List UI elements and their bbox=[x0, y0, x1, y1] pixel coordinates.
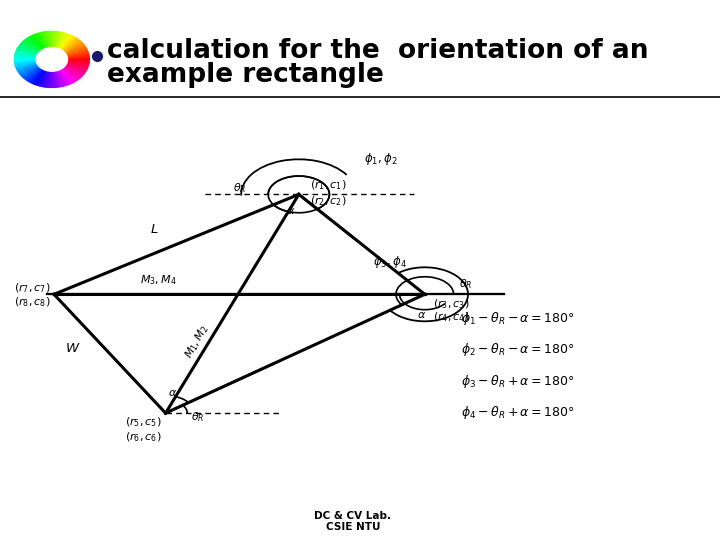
Text: $\alpha$: $\alpha$ bbox=[286, 206, 295, 217]
Text: $(r_6, c_6)$: $(r_6, c_6)$ bbox=[125, 430, 162, 444]
Text: $(r_2, c_2)$: $(r_2, c_2)$ bbox=[310, 194, 346, 208]
Text: $\phi_3 - \theta_R + \alpha = 180°$: $\phi_3 - \theta_R + \alpha = 180°$ bbox=[461, 373, 575, 390]
Text: $\phi_2 - \theta_R - \alpha = 180°$: $\phi_2 - \theta_R - \alpha = 180°$ bbox=[461, 341, 575, 359]
Text: $(r_1, c_1)$: $(r_1, c_1)$ bbox=[310, 178, 346, 192]
Circle shape bbox=[36, 48, 68, 71]
Text: example rectangle: example rectangle bbox=[107, 62, 384, 88]
Text: $\theta_R$: $\theta_R$ bbox=[459, 278, 473, 292]
Text: $(r_4, c_4)$: $(r_4, c_4)$ bbox=[433, 310, 470, 324]
Text: $\phi_1,\phi_2$: $\phi_1,\phi_2$ bbox=[364, 151, 397, 167]
Text: CSIE NTU: CSIE NTU bbox=[325, 522, 380, 531]
Text: $\alpha$: $\alpha$ bbox=[417, 310, 426, 321]
Text: $(r_5, c_5)$: $(r_5, c_5)$ bbox=[125, 416, 162, 429]
Text: $\alpha$: $\alpha$ bbox=[168, 388, 177, 398]
Text: $W$: $W$ bbox=[66, 342, 81, 355]
Text: $\phi_1 - \theta_R - \alpha = 180°$: $\phi_1 - \theta_R - \alpha = 180°$ bbox=[461, 310, 575, 327]
Text: $L$: $L$ bbox=[150, 223, 158, 237]
Text: $(r_8, c_8)$: $(r_8, c_8)$ bbox=[14, 295, 50, 309]
Text: $M_1, M_2$: $M_1, M_2$ bbox=[181, 323, 212, 361]
Text: $\theta_R$: $\theta_R$ bbox=[191, 410, 204, 424]
Text: $(r_3, c_3)$: $(r_3, c_3)$ bbox=[433, 297, 470, 310]
Text: $\theta_R$: $\theta_R$ bbox=[233, 181, 247, 195]
Text: $(r_7, c_7)$: $(r_7, c_7)$ bbox=[14, 281, 50, 295]
Text: calculation for the  orientation of an: calculation for the orientation of an bbox=[107, 38, 648, 64]
Text: $\phi_3,\phi_4$: $\phi_3,\phi_4$ bbox=[373, 254, 407, 270]
Text: DC & CV Lab.: DC & CV Lab. bbox=[315, 511, 391, 521]
Text: $M_3, M_4$: $M_3, M_4$ bbox=[140, 273, 177, 287]
Text: $\phi_4 - \theta_R + \alpha = 180°$: $\phi_4 - \theta_R + \alpha = 180°$ bbox=[461, 404, 575, 421]
